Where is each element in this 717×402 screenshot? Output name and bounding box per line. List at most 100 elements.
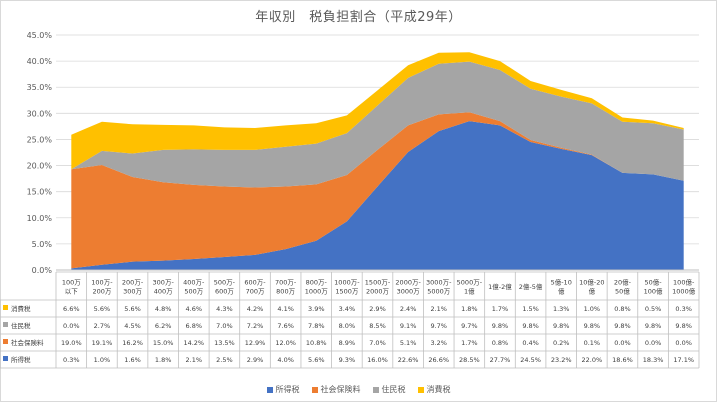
table-cell-value: 2.9%	[247, 356, 264, 364]
table-cell-value: 7.0%	[369, 339, 386, 347]
x-category-label: 600万-	[244, 279, 266, 287]
x-category-label: 3000万-	[426, 279, 452, 287]
table-cell-value: 9.8%	[675, 322, 692, 330]
area-series-0	[71, 121, 684, 270]
table-cell-value: 5.1%	[400, 339, 417, 347]
x-category-label: 1000万	[305, 288, 329, 296]
legend-item: 消費税	[417, 384, 451, 395]
x-category-label: 1億	[464, 287, 475, 296]
x-category-label: 2000万	[366, 288, 390, 296]
table-cell-value: 1.3%	[553, 305, 570, 313]
table-cell-value: 13.5%	[214, 339, 235, 347]
x-category-label: 1億-2億	[488, 282, 512, 291]
table-cell-value: 9.8%	[522, 322, 539, 330]
y-tick-label: 45.0%	[27, 31, 53, 40]
x-category-label: 1500万-	[365, 279, 391, 287]
table-cell-value: 7.8%	[308, 322, 325, 330]
table-cell-value: 9.8%	[492, 322, 509, 330]
legend-label: 社会保険料	[320, 385, 361, 394]
table-cell-value: 6.2%	[155, 322, 172, 330]
chart-title: 年収別 税負担割合（平成29年）	[255, 10, 462, 25]
y-tick-label: 0.0%	[32, 266, 53, 275]
legend-swatch	[266, 386, 273, 393]
table-cell-value: 18.3%	[643, 356, 664, 364]
table-cell-value: 1.0%	[584, 305, 601, 313]
area-series-1	[71, 112, 684, 269]
table-cell-value: 1.8%	[155, 356, 172, 364]
legend-swatch	[372, 386, 379, 393]
table-cell-value: 2.7%	[94, 322, 111, 330]
table-cell-value: 3.2%	[430, 339, 447, 347]
table-cell-value: 6.6%	[63, 305, 80, 313]
table-cell-value: 28.5%	[459, 356, 480, 364]
table-cell-value: 0.2%	[553, 339, 570, 347]
x-category-label: 400万	[154, 288, 173, 296]
table-cell-value: 24.5%	[520, 356, 541, 364]
table-cell-value: 7.0%	[216, 322, 233, 330]
data-table: 100万以下100万-200万200万-300万300万-400万400万-50…	[0, 271, 700, 369]
table-row-header: 住民税	[11, 321, 31, 330]
table-cell-value: 9.8%	[553, 322, 570, 330]
table-cell-value: 0.3%	[63, 356, 80, 364]
legend-label: 消費税	[426, 385, 451, 394]
table-cell-value: 4.6%	[186, 305, 203, 313]
table-cell-value: 0.4%	[522, 339, 539, 347]
table-cell-value: 3.9%	[308, 305, 325, 313]
x-category-label: 200万-	[122, 279, 144, 287]
table-cell-value: 7.2%	[247, 322, 264, 330]
legend-label: 住民税	[381, 385, 406, 394]
table-row-header: 消費税	[11, 304, 31, 313]
table-cell-value: 1.6%	[124, 356, 141, 364]
table-cell-value: 0.0%	[645, 339, 662, 347]
table-row-header: 所得税	[11, 355, 31, 364]
table-legend-key	[3, 305, 8, 310]
table-cell-value: 2.4%	[400, 305, 417, 313]
y-tick-label: 30.0%	[27, 109, 53, 118]
table-cell-value: 17.1%	[673, 356, 694, 364]
table-cell-value: 1.5%	[522, 305, 539, 313]
table-cell-value: 3.4%	[339, 305, 356, 313]
x-category-label: 100万	[62, 279, 81, 287]
table-cell-value: 14.2%	[183, 339, 204, 347]
table-cell-value: 2.1%	[186, 356, 203, 364]
table-cell-value: 2.5%	[216, 356, 233, 364]
table-cell-value: 4.2%	[247, 305, 264, 313]
table-cell-value: 0.0%	[63, 322, 80, 330]
table-cell-value: 12.0%	[275, 339, 296, 347]
x-category-label: 500万-	[214, 279, 236, 287]
x-category-label: 600万	[215, 288, 234, 296]
table-cell-value: 10.8%	[306, 339, 327, 347]
x-category-label: 50億	[615, 287, 630, 296]
x-category-label: 以下	[65, 288, 79, 296]
table-cell-value: 9.8%	[614, 322, 631, 330]
table-cell-value: 2.1%	[430, 305, 447, 313]
x-category-label: 100億-	[673, 278, 695, 287]
area-series-2	[71, 61, 684, 188]
y-tick-label: 15.0%	[27, 188, 53, 197]
y-tick-label: 40.0%	[27, 57, 53, 66]
table-cell-value: 7.6%	[277, 322, 294, 330]
table-cell-value: 12.9%	[245, 339, 266, 347]
table-cell-value: 26.6%	[428, 356, 449, 364]
table-cell-value: 9.7%	[461, 322, 478, 330]
y-tick-label: 5.0%	[32, 240, 53, 249]
y-tick-label: 10.0%	[27, 214, 53, 223]
x-category-label: 300万-	[153, 279, 175, 287]
x-category-label: 500万	[184, 288, 203, 296]
table-cell-value: 4.0%	[277, 356, 294, 364]
table-cell-value: 23.2%	[551, 356, 572, 364]
table-cell-value: 22.0%	[582, 356, 603, 364]
table-cell-value: 8.0%	[339, 322, 356, 330]
y-tick-label: 25.0%	[27, 135, 53, 144]
x-category-label: 200万	[92, 288, 111, 296]
table-row-header: 社会保険料	[11, 338, 44, 347]
x-category-label: 700万	[246, 288, 265, 296]
table-cell-value: 16.2%	[122, 339, 143, 347]
table-cell-value: 0.1%	[584, 339, 601, 347]
table-cell-value: 9.3%	[339, 356, 356, 364]
table-cell-value: 1.7%	[492, 305, 509, 313]
table-cell-value: 2.9%	[369, 305, 386, 313]
legend-label: 所得税	[275, 385, 300, 394]
x-category-label: 1000億	[672, 287, 696, 296]
table-cell-value: 5.6%	[94, 305, 111, 313]
